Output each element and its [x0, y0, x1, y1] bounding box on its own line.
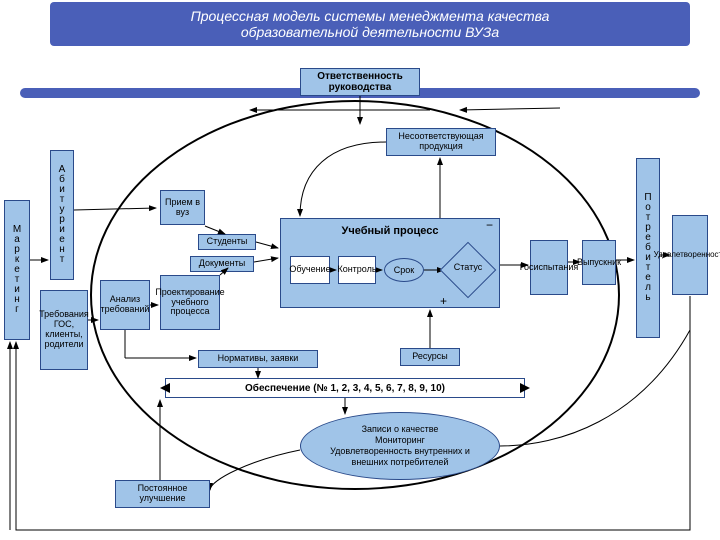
- box-requirements: Требования ГОС, клиенты, родители: [40, 290, 88, 370]
- records-text: Записи о качествеМониторингУдовлетворенн…: [311, 424, 489, 467]
- label-study-process: Учебный процесс: [281, 225, 499, 237]
- title-line2: образовательной деятельности ВУЗа: [62, 24, 678, 40]
- box-documents: Документы: [190, 256, 254, 272]
- label-plus: +: [440, 294, 447, 308]
- box-students: Студенты: [198, 234, 256, 250]
- box-admission: Прием в вуз: [160, 190, 205, 225]
- box-state-tests: Госиспытания: [530, 240, 568, 295]
- box-nonconforming: Несоответствующая продукция: [386, 128, 496, 156]
- bar-provision: Обеспечение (№ 1, 2, 3, 4, 5, 6, 7, 8, 9…: [165, 378, 525, 398]
- box-training: Обучение: [290, 256, 330, 284]
- label-marketing: Маркетинг: [13, 225, 21, 315]
- box-normatives: Нормативы, заявки: [198, 350, 318, 368]
- label-status: Статус: [448, 262, 488, 272]
- box-responsibility: Ответственность руководства: [300, 68, 420, 96]
- oval-records: Записи о качествеМониторингУдовлетворенн…: [300, 412, 500, 480]
- box-design: Проектирование учебного процесса: [160, 275, 220, 330]
- box-analysis: Анализ требований: [100, 280, 150, 330]
- box-control: Контроль: [338, 256, 376, 284]
- box-graduate: Выпускник: [582, 240, 616, 285]
- title-line1: Процессная модель системы менеджмента ка…: [62, 8, 678, 24]
- box-abiturient: Абитуриент: [50, 150, 74, 280]
- box-resources: Ресурсы: [400, 348, 460, 366]
- label-minus: −: [486, 218, 493, 232]
- box-consumer: Потребитель: [636, 158, 660, 338]
- label-consumer: Потребитель: [644, 193, 651, 303]
- oval-deadline: Срок: [384, 258, 424, 282]
- title-band: Процессная модель системы менеджмента ка…: [50, 2, 690, 46]
- box-satisfaction: Удовлетворенность: [672, 215, 708, 295]
- label-abiturient: Абитуриент: [59, 165, 66, 265]
- box-marketing: Маркетинг: [4, 200, 30, 340]
- box-improvement: Постоянное улучшение: [115, 480, 210, 508]
